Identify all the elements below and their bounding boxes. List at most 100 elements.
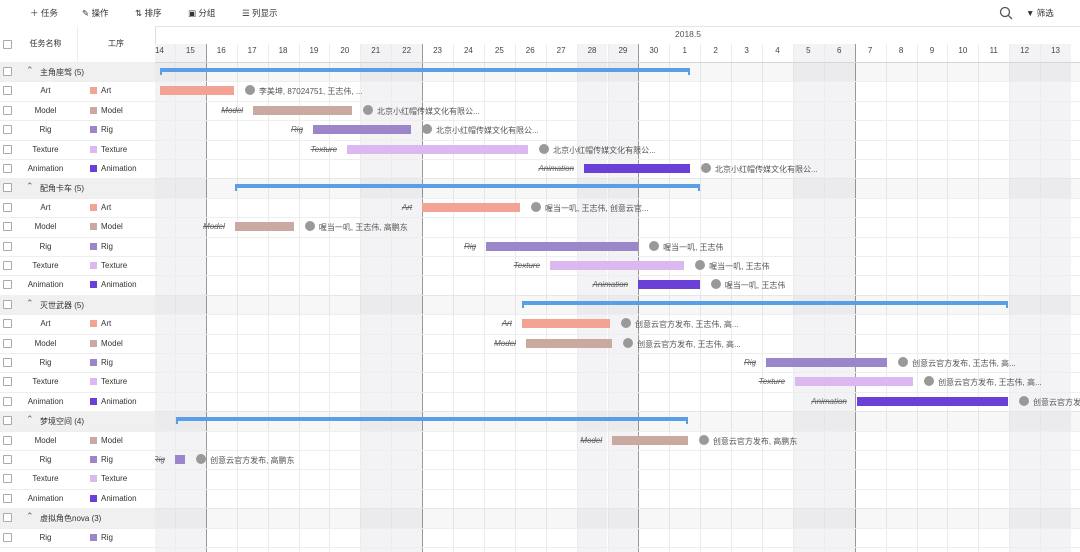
process-swatch bbox=[90, 203, 97, 211]
assignees: 创意云官方发布, 高鹏东 bbox=[210, 456, 295, 465]
day-label: 15 bbox=[185, 46, 195, 55]
weekend-shade bbox=[607, 44, 639, 552]
checkbox[interactable] bbox=[3, 474, 12, 484]
action-button[interactable]: ✎ 操作 bbox=[82, 8, 109, 18]
assignees: 李美坤, 87024751, 王志伟, ... bbox=[258, 87, 363, 97]
group-button[interactable]: ▣ 分组 bbox=[188, 8, 216, 18]
checkbox[interactable] bbox=[3, 493, 12, 503]
task-bar[interactable] bbox=[486, 241, 639, 251]
checkbox[interactable] bbox=[3, 338, 12, 348]
checkbox[interactable] bbox=[3, 377, 12, 387]
task-bar[interactable] bbox=[612, 435, 688, 445]
row-line bbox=[0, 100, 155, 102]
task-bar[interactable] bbox=[550, 261, 685, 270]
add-task-button[interactable]: ＋ 任务 bbox=[30, 8, 58, 18]
task-bar[interactable] bbox=[795, 377, 914, 387]
column-line bbox=[885, 44, 887, 552]
checkbox[interactable] bbox=[3, 532, 12, 542]
collapse-caret[interactable]: ⌃ bbox=[26, 511, 34, 522]
checkbox[interactable] bbox=[3, 125, 12, 135]
task-name: Art bbox=[40, 319, 51, 329]
task-bar[interactable] bbox=[253, 105, 352, 115]
checkbox[interactable] bbox=[3, 280, 12, 290]
search-icon[interactable] bbox=[999, 6, 1013, 20]
process-swatch bbox=[90, 87, 97, 95]
row-line bbox=[155, 256, 1080, 257]
checkbox[interactable] bbox=[3, 261, 12, 270]
avatar-icon bbox=[196, 454, 207, 464]
checkbox[interactable] bbox=[3, 164, 12, 173]
task-bar[interactable] bbox=[584, 164, 690, 173]
task-bar[interactable] bbox=[234, 222, 294, 232]
task-name: Model bbox=[34, 435, 57, 445]
process-swatch bbox=[90, 242, 97, 250]
row-line bbox=[0, 372, 155, 374]
column-line bbox=[700, 44, 702, 552]
day-label: 22 bbox=[402, 46, 412, 55]
checkbox[interactable] bbox=[3, 416, 12, 426]
checkbox[interactable] bbox=[3, 144, 12, 154]
task-name: Texture bbox=[32, 261, 59, 270]
sort-button[interactable]: ⇅ 排序 bbox=[135, 8, 162, 18]
row-line bbox=[0, 120, 155, 122]
group-bar-end bbox=[697, 184, 700, 192]
process-name: Rig bbox=[101, 241, 114, 251]
day-label: 7 bbox=[867, 46, 873, 55]
assignees: 喔当一叽, 王志伟 bbox=[663, 242, 724, 252]
task-prelabel: Rig bbox=[291, 125, 304, 135]
row-line bbox=[0, 547, 155, 548]
task-table: 任务名称 工序 ⌃ 主角座驾 (5) Art Art Model Model Rig Rig T… bbox=[0, 26, 156, 552]
checkbox[interactable] bbox=[3, 299, 12, 309]
task-bar[interactable] bbox=[525, 338, 613, 348]
columns-button[interactable]: ☰ 列显示 bbox=[242, 8, 278, 18]
group-bar-end bbox=[160, 68, 163, 75]
checkbox[interactable] bbox=[3, 40, 12, 49]
task-bar[interactable] bbox=[313, 125, 411, 135]
checkbox[interactable] bbox=[3, 86, 12, 96]
checkbox[interactable] bbox=[3, 358, 12, 367]
group-bar bbox=[176, 417, 688, 422]
checkbox[interactable] bbox=[3, 222, 12, 232]
checkbox[interactable] bbox=[3, 202, 12, 212]
checkbox[interactable] bbox=[3, 435, 12, 445]
task-prelabel: Model bbox=[494, 338, 516, 348]
checkbox[interactable] bbox=[3, 455, 12, 464]
collapse-caret[interactable]: ⌃ bbox=[26, 414, 34, 425]
group-bar-end bbox=[176, 417, 179, 425]
row-line bbox=[0, 469, 155, 471]
avatar-icon bbox=[623, 337, 634, 348]
task-prelabel: Texture bbox=[758, 377, 786, 387]
row-line bbox=[0, 314, 155, 316]
task-bar[interactable] bbox=[174, 455, 186, 464]
task-bar[interactable] bbox=[856, 396, 1008, 406]
task-bar[interactable] bbox=[347, 144, 529, 154]
task-bar[interactable] bbox=[160, 86, 234, 96]
column-line bbox=[854, 44, 856, 552]
row-line bbox=[155, 411, 1080, 413]
process-swatch bbox=[90, 456, 97, 463]
checkbox[interactable] bbox=[3, 105, 12, 115]
checkbox[interactable] bbox=[3, 241, 12, 251]
avatar-icon bbox=[304, 221, 315, 232]
process-name: Animation bbox=[101, 164, 137, 173]
assignees: 喔当一叽, 王志伟, 创意云官... bbox=[545, 203, 649, 213]
checkbox[interactable] bbox=[3, 319, 12, 329]
task-prelabel: Rig bbox=[464, 241, 477, 251]
task-bar[interactable] bbox=[638, 280, 700, 290]
task-bar[interactable] bbox=[422, 202, 521, 212]
filter-button[interactable]: ▼ 筛选 bbox=[1026, 8, 1054, 18]
collapse-caret[interactable]: ⌃ bbox=[26, 181, 34, 192]
process-swatch bbox=[90, 165, 97, 172]
checkbox[interactable] bbox=[3, 513, 12, 523]
checkbox[interactable] bbox=[3, 67, 12, 76]
collapse-caret[interactable]: ⌃ bbox=[26, 65, 34, 75]
checkbox[interactable] bbox=[3, 183, 12, 193]
task-bar[interactable] bbox=[521, 319, 610, 329]
checkbox[interactable] bbox=[3, 396, 12, 406]
task-bar[interactable] bbox=[766, 358, 888, 367]
column-line bbox=[453, 44, 454, 552]
day-label: 18 bbox=[278, 46, 288, 55]
header-cell: 工序 bbox=[108, 39, 124, 48]
collapse-caret[interactable]: ⌃ bbox=[26, 297, 34, 308]
row-line bbox=[155, 547, 1080, 548]
